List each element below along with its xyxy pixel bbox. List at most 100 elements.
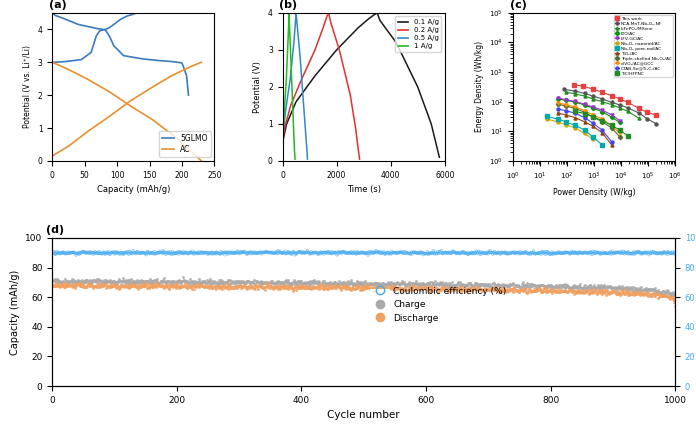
Point xyxy=(542,287,553,294)
Point xyxy=(625,290,636,297)
Point xyxy=(361,250,372,257)
Point xyxy=(278,282,290,289)
Point xyxy=(230,284,241,291)
LFV-GC/AC xyxy=(598,108,606,113)
NCA-MnT-Nb₂O₅-NF xyxy=(571,88,579,94)
Point xyxy=(271,248,282,255)
Point xyxy=(122,277,133,284)
Point xyxy=(524,285,535,292)
Point xyxy=(391,286,402,293)
Point xyxy=(418,281,429,288)
Point xyxy=(284,284,295,290)
Point xyxy=(199,283,210,290)
Point xyxy=(558,284,569,290)
Point xyxy=(449,281,460,288)
Point xyxy=(77,248,88,255)
Point xyxy=(399,250,410,257)
Point xyxy=(303,284,314,291)
Point xyxy=(286,251,297,257)
Point xyxy=(374,282,386,289)
Point xyxy=(70,280,81,287)
Point xyxy=(571,284,582,290)
Point xyxy=(52,278,63,285)
Point xyxy=(363,282,374,289)
Point xyxy=(668,291,679,298)
Point xyxy=(438,281,450,288)
Point xyxy=(54,278,65,285)
Point xyxy=(667,295,678,302)
Point xyxy=(251,250,262,257)
Point xyxy=(434,287,445,294)
Point xyxy=(139,250,150,257)
Point xyxy=(559,249,570,256)
Point xyxy=(394,285,405,292)
Point xyxy=(78,280,89,287)
Point xyxy=(514,248,525,255)
Point xyxy=(347,285,358,292)
Point xyxy=(466,287,477,294)
Point xyxy=(210,285,221,292)
Point xyxy=(423,250,434,257)
Point xyxy=(439,286,450,293)
Point xyxy=(157,278,168,285)
Point xyxy=(121,248,132,255)
Point xyxy=(263,281,274,287)
Point xyxy=(435,286,446,293)
Point xyxy=(203,282,214,289)
Point xyxy=(82,279,93,286)
TiO₂/AC xyxy=(608,142,616,148)
Point xyxy=(146,283,157,290)
Point xyxy=(544,287,555,294)
Point xyxy=(404,283,415,290)
Point xyxy=(443,249,454,256)
Point xyxy=(583,291,594,298)
Nb₂O₅ pore-rod/AC xyxy=(580,127,589,133)
CTAB-Se@Ti₃C₂/AC xyxy=(571,111,579,116)
Point xyxy=(258,285,269,292)
Nb₂O₅ pore-rod/AC xyxy=(553,117,562,122)
Point xyxy=(122,248,133,255)
Point xyxy=(232,248,243,254)
Point xyxy=(333,284,345,290)
Point xyxy=(96,281,107,288)
Point xyxy=(541,248,552,255)
Point xyxy=(352,283,363,290)
Point xyxy=(233,283,244,290)
Point xyxy=(257,249,268,256)
Point xyxy=(335,284,346,291)
Point xyxy=(276,249,287,256)
Point xyxy=(415,281,426,287)
Point xyxy=(413,285,424,292)
Point xyxy=(536,288,547,295)
Point xyxy=(396,285,407,292)
Point xyxy=(560,287,571,294)
Point xyxy=(180,249,191,256)
Point xyxy=(406,284,417,290)
Point xyxy=(216,248,227,255)
Point xyxy=(410,280,421,287)
Point xyxy=(603,283,614,290)
Point xyxy=(54,250,65,257)
Point xyxy=(469,279,480,286)
Point xyxy=(638,290,649,297)
Point xyxy=(58,249,70,256)
Point xyxy=(624,251,635,257)
Point xyxy=(242,250,253,257)
Point xyxy=(414,281,425,288)
Point xyxy=(484,249,495,256)
Point xyxy=(519,249,530,256)
Point xyxy=(660,288,671,295)
Point xyxy=(324,279,335,286)
Point xyxy=(470,249,481,256)
Point xyxy=(237,279,248,286)
Point xyxy=(56,282,68,289)
Point xyxy=(382,249,393,256)
Point xyxy=(175,278,187,284)
Point xyxy=(625,291,636,298)
Point xyxy=(310,278,321,284)
Point xyxy=(496,249,507,256)
Point xyxy=(139,249,150,256)
Point xyxy=(622,286,633,293)
Point xyxy=(428,285,439,292)
Point xyxy=(140,281,151,288)
